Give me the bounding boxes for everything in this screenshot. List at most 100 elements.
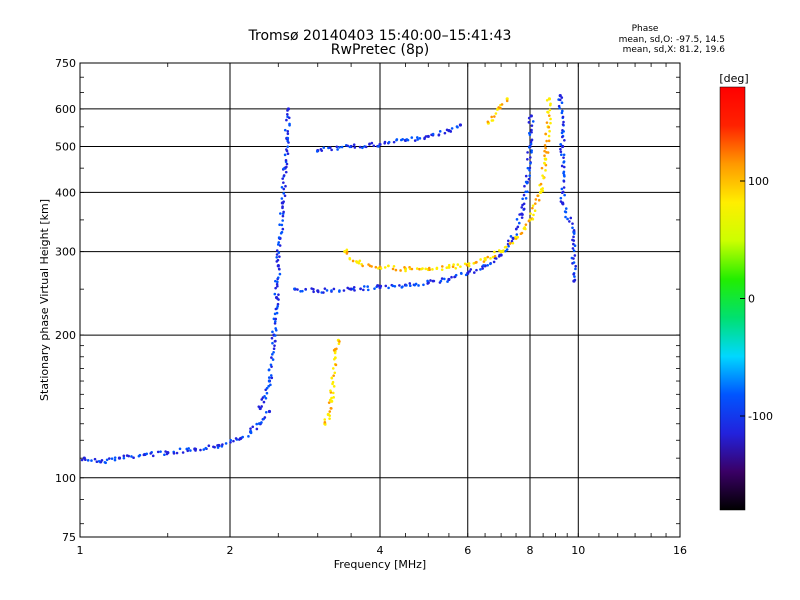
data-point	[328, 414, 332, 417]
data-point	[282, 187, 286, 191]
data-point	[415, 267, 419, 270]
data-point	[241, 435, 245, 439]
data-point	[348, 287, 351, 291]
data-point	[491, 119, 495, 122]
data-point	[559, 200, 563, 203]
data-point	[296, 288, 299, 291]
data-point	[529, 140, 533, 144]
data-point	[526, 190, 529, 193]
phase-stats-heading: Phase	[632, 24, 659, 34]
data-point	[181, 451, 185, 454]
data-point	[510, 239, 514, 243]
data-point	[281, 219, 284, 222]
data-point	[84, 458, 87, 462]
data-point	[506, 239, 510, 243]
data-point	[451, 265, 455, 269]
trace-high-f-spread	[557, 94, 577, 283]
data-point	[271, 330, 274, 334]
data-point	[383, 266, 387, 269]
data-point	[285, 165, 288, 169]
data-point	[403, 265, 406, 269]
data-point	[357, 261, 361, 265]
grid-lines	[80, 63, 680, 537]
data-point	[273, 344, 276, 347]
data-point	[113, 458, 117, 462]
data-point	[511, 236, 515, 240]
data-point	[145, 452, 149, 456]
data-point	[315, 150, 319, 153]
data-point	[286, 113, 289, 116]
data-point	[362, 285, 366, 288]
data-point	[504, 245, 508, 249]
data-point	[562, 186, 566, 189]
data-point	[332, 374, 335, 377]
data-point	[272, 347, 276, 351]
data-point	[328, 146, 332, 149]
data-point	[118, 456, 121, 460]
data-point	[330, 148, 333, 152]
data-point	[370, 141, 374, 145]
data-point	[273, 292, 277, 296]
data-point	[400, 286, 404, 289]
data-point	[328, 410, 332, 413]
data-point	[528, 131, 531, 135]
data-point	[423, 137, 426, 141]
data-point	[224, 442, 228, 445]
data-point	[272, 350, 275, 354]
data-point	[560, 135, 564, 139]
data-point	[282, 174, 286, 177]
data-point	[544, 169, 547, 172]
data-point	[216, 446, 220, 449]
data-point	[113, 456, 117, 459]
data-point	[267, 379, 271, 383]
data-point	[509, 235, 513, 238]
data-point	[393, 284, 397, 288]
data-point	[405, 284, 408, 287]
data-point	[534, 198, 538, 201]
y-axis-label: Stationary phase Virtual Height [km]	[38, 199, 51, 401]
data-point	[149, 452, 152, 455]
data-point	[493, 254, 497, 258]
data-point	[536, 194, 539, 198]
data-point	[272, 317, 276, 321]
data-point	[542, 176, 545, 180]
data-point	[338, 290, 341, 293]
data-point	[562, 180, 566, 183]
y-tick-label: 200	[55, 329, 76, 342]
data-point	[269, 363, 273, 367]
x-axis-label: Frequency [MHz]	[334, 558, 426, 571]
data-point	[467, 270, 470, 274]
data-point	[516, 235, 520, 239]
data-point	[269, 374, 273, 377]
data-point	[573, 275, 576, 278]
data-point	[459, 271, 463, 275]
data-point	[572, 231, 576, 234]
data-point	[560, 164, 564, 168]
data-point	[443, 277, 446, 281]
data-point	[498, 253, 501, 257]
data-point	[437, 133, 441, 136]
data-point	[338, 340, 341, 343]
data-point	[275, 253, 279, 256]
data-point	[528, 166, 532, 170]
data-point	[530, 138, 534, 142]
data-point	[199, 448, 202, 452]
data-point	[452, 263, 455, 266]
data-point	[543, 149, 546, 153]
data-point	[559, 196, 563, 200]
colorbar-tick-label: 100	[748, 175, 769, 188]
data-point	[562, 170, 566, 174]
data-point	[520, 206, 524, 209]
data-point	[569, 216, 573, 220]
data-point	[97, 459, 101, 463]
data-point	[431, 132, 435, 136]
data-point	[571, 247, 575, 250]
data-point	[288, 122, 291, 126]
data-point	[547, 139, 551, 143]
data-point	[156, 450, 160, 454]
data-point	[426, 282, 429, 285]
data-point	[531, 204, 535, 207]
data-point	[330, 289, 333, 292]
data-point	[408, 284, 412, 288]
data-point	[323, 418, 327, 421]
